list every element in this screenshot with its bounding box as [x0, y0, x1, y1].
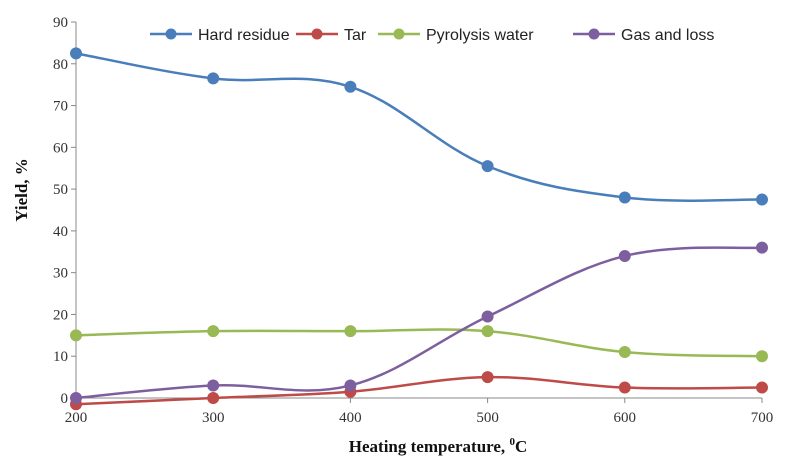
- data-point: [756, 381, 768, 394]
- series-hard-residue: [70, 47, 768, 206]
- legend-marker: [165, 28, 177, 40]
- y-tick-label: 10: [53, 349, 68, 365]
- data-point: [756, 241, 768, 254]
- x-tick-label: 600: [614, 410, 637, 426]
- series-gas-and-loss: [70, 241, 768, 404]
- y-tick-label: 70: [53, 99, 68, 115]
- x-axis-label-unit: C: [515, 437, 527, 456]
- series-line-hard-residue: [75, 52, 763, 202]
- data-point: [756, 350, 768, 363]
- data-point: [618, 381, 631, 394]
- data-point: [481, 160, 494, 173]
- x-tick-label: 200: [65, 410, 88, 426]
- series-layer: [70, 47, 768, 411]
- y-tick-label: 80: [53, 57, 68, 73]
- x-tick-label: 500: [476, 410, 499, 426]
- legend-label: Tar: [344, 27, 367, 44]
- y-tick-label: 40: [53, 224, 68, 240]
- data-point: [70, 329, 82, 342]
- data-point: [70, 47, 82, 60]
- data-point: [344, 325, 357, 338]
- legend-item-gas-and-loss: Gas and loss: [573, 27, 714, 44]
- data-point: [481, 325, 494, 338]
- series-line-pyrolysis-water: [75, 328, 763, 358]
- y-tick-label: 30: [53, 266, 68, 282]
- data-point: [207, 392, 220, 404]
- data-point: [207, 72, 220, 85]
- axes: 0 10 20 30 40 50 60 70 80 90 200 300 400 500 600 700: [53, 15, 773, 426]
- series-line-tar: [75, 375, 763, 406]
- data-point: [207, 325, 220, 338]
- x-tick-label: 300: [202, 410, 225, 426]
- y-tick-label: 50: [53, 182, 68, 198]
- x-axis-label-superscript: 0: [509, 436, 515, 448]
- y-tick-label: 0: [61, 391, 69, 407]
- data-point: [207, 379, 220, 392]
- data-point: [344, 80, 357, 93]
- legend-item-pyrolysis-water: Pyrolysis water: [378, 27, 534, 44]
- y-tick-label: 20: [53, 307, 68, 323]
- data-point: [481, 310, 494, 323]
- data-point: [618, 346, 631, 359]
- legend-label: Gas and loss: [621, 27, 714, 44]
- data-point: [756, 193, 768, 206]
- series-line-gas-and-loss: [75, 246, 763, 400]
- legend-item-tar: Tar: [296, 27, 367, 44]
- data-point: [481, 371, 494, 384]
- legend-marker: [311, 28, 323, 40]
- legend-item-hard-residue: Hard residue: [150, 27, 290, 44]
- series-tar: [70, 371, 768, 411]
- x-tick-label: 400: [339, 410, 362, 426]
- legend-marker: [393, 28, 405, 40]
- legend-marker: [588, 28, 600, 40]
- legend-label: Pyrolysis water: [426, 27, 534, 44]
- series-pyrolysis-water: [70, 325, 768, 363]
- x-tick-label: 700: [751, 410, 774, 426]
- data-point: [70, 392, 82, 404]
- data-point: [344, 379, 357, 392]
- y-tick-label: 90: [53, 15, 68, 31]
- data-point: [618, 249, 631, 262]
- legend-label: Hard residue: [198, 27, 290, 44]
- y-axis-label: Yield, %: [12, 158, 31, 222]
- x-axis-label: Heating temperature, 0C: [349, 436, 527, 456]
- y-tick-label: 60: [53, 140, 68, 156]
- data-point: [618, 191, 631, 204]
- legend: Hard residue Tar Pyrolysis water Gas and lo…: [150, 27, 714, 44]
